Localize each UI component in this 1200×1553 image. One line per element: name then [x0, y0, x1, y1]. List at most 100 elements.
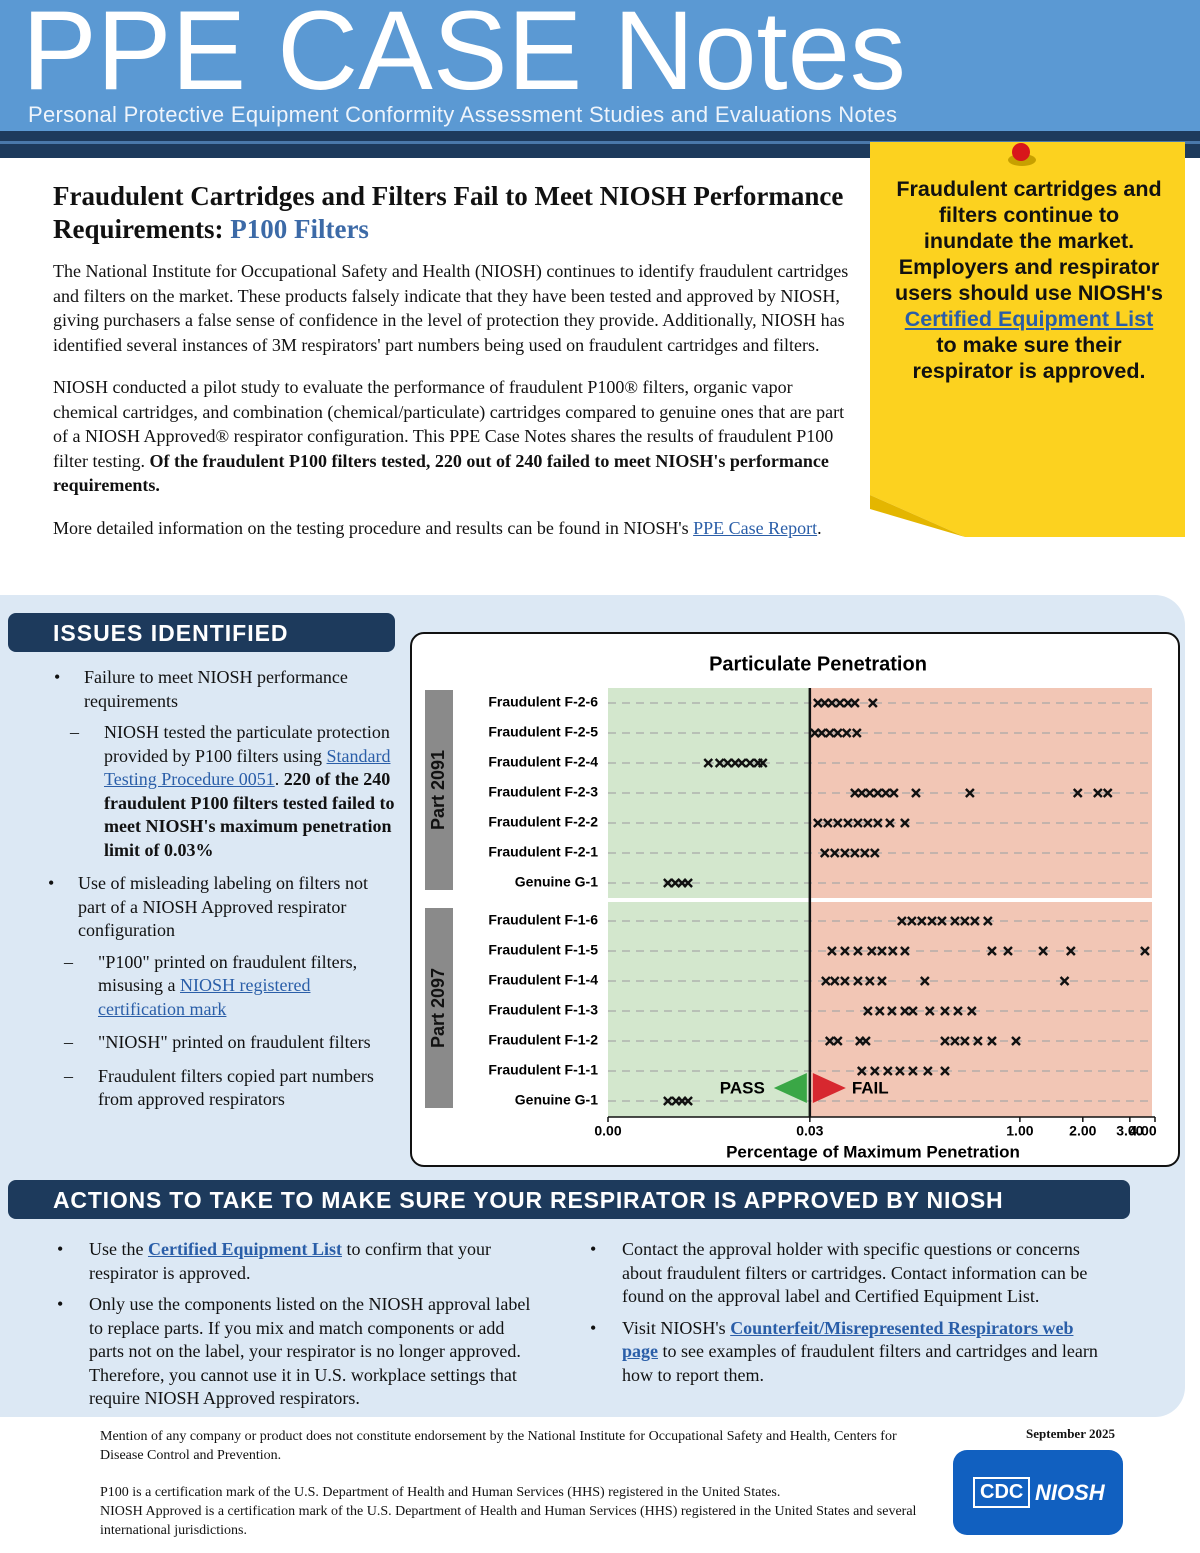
marker: [897, 916, 907, 926]
marker: [813, 818, 823, 828]
category-label: Fraudulent F-1-6: [488, 912, 598, 928]
logo: CDC NIOSH: [953, 1450, 1123, 1535]
text-run: P100 Filters: [230, 214, 369, 244]
text-run: Fraudulent cartridges and filters contin…: [895, 177, 1163, 305]
marker: [973, 1036, 983, 1046]
marker: [940, 1006, 950, 1016]
group-bar: [425, 690, 453, 890]
x-tick-label: 1.00: [1006, 1123, 1033, 1139]
text-run: The National Institute for Occupational …: [53, 261, 849, 355]
marker: [923, 1066, 933, 1076]
marker: [850, 698, 860, 708]
marker: [827, 946, 837, 956]
text-run: to make sure their respirator is approve…: [912, 333, 1146, 383]
marker: [864, 788, 875, 798]
issue-text: Use of misleading labeling on filters no…: [78, 873, 368, 940]
x-axis-label: Percentage of Maximum Penetration: [726, 1142, 1020, 1161]
issue-item: Failure to meet NIOSH performance requir…: [50, 666, 395, 862]
marker: [1038, 946, 1049, 956]
marker: [950, 916, 960, 926]
marker: [1065, 946, 1076, 956]
marker: [819, 848, 830, 858]
link[interactable]: Standard Testing Procedure 0051: [104, 745, 391, 790]
marker: [965, 788, 975, 798]
article-body: The National Institute for Occupational …: [53, 259, 853, 558]
category-label: Fraudulent F-2-4: [488, 754, 598, 770]
marker: [895, 1066, 905, 1076]
marker: [745, 758, 755, 768]
category-label: Fraudulent F-2-3: [488, 784, 598, 800]
x-tick-label: 2.00: [1069, 1123, 1096, 1139]
marker: [864, 976, 875, 986]
paragraph: The National Institute for Occupational …: [53, 259, 853, 357]
marker: [960, 916, 970, 926]
text-run: NIOSH conducted a pilot study to evaluat…: [53, 377, 845, 471]
marker: [737, 758, 747, 768]
link[interactable]: PPE Case Report: [693, 517, 818, 538]
link[interactable]: Certified Equipment List: [904, 307, 1154, 331]
text-run: Contact the approval holder with specifi…: [622, 1239, 1088, 1306]
marker: [832, 728, 843, 738]
marker: [714, 758, 725, 768]
marker: [887, 946, 898, 956]
paragraph: More detailed information on the testing…: [53, 516, 853, 541]
marker: [872, 788, 883, 798]
marker: [950, 1036, 960, 1046]
marker: [757, 758, 768, 768]
marker: [877, 976, 887, 986]
marker: [851, 728, 862, 738]
marker: [816, 728, 827, 738]
marker: [663, 878, 673, 888]
callout-fold: [870, 495, 965, 537]
text-run: Use the: [89, 1239, 148, 1259]
marker: [966, 1006, 977, 1016]
marker: [683, 1096, 693, 1106]
marker: [821, 976, 831, 986]
marker: [819, 698, 830, 708]
action-item: Use the Certified Equipment List to conf…: [55, 1238, 540, 1285]
link[interactable]: Certified Equipment List: [147, 1239, 342, 1259]
x-tick-label: 0.00: [594, 1123, 621, 1139]
text-run: to confirm that your respirator is appro…: [89, 1239, 491, 1283]
marker: [827, 698, 837, 708]
marker: [874, 1006, 885, 1016]
x-tick-label: 3.00: [1116, 1123, 1143, 1139]
issues-heading: ISSUES IDENTIFIED: [8, 613, 395, 652]
marker: [881, 788, 891, 798]
marker: [866, 946, 877, 956]
trademark: P100 is a certification mark of the U.S.…: [100, 1485, 781, 1500]
actions-column: Use the Certified Equipment List to conf…: [55, 1238, 540, 1419]
category-label: Fraudulent F-1-1: [488, 1062, 598, 1078]
text-run: NIOSH tested the particulate protection …: [104, 722, 390, 766]
marker: [1102, 788, 1113, 798]
issues-list: Failure to meet NIOSH performance requir…: [48, 666, 395, 1122]
marker: [970, 916, 980, 926]
marker: [940, 1066, 950, 1076]
fail-arrow: [812, 1073, 846, 1103]
marker: [822, 818, 833, 828]
header-band: [0, 0, 1200, 131]
actions-heading: ACTIONS TO TAKE TO MAKE SURE YOUR RESPIR…: [8, 1180, 1130, 1219]
marker: [937, 916, 947, 926]
marker: [927, 916, 937, 926]
chart-title: Particulate Penetration: [709, 653, 927, 675]
text-run: More detailed information on the testing…: [53, 517, 694, 538]
marker: [722, 758, 733, 768]
x-tick-label: 0.03: [796, 1123, 823, 1139]
callout: [870, 142, 1185, 537]
action-item: Contact the approval holder with specifi…: [588, 1238, 1103, 1309]
pass-arrow: [773, 1073, 807, 1103]
action-item: Visit NIOSH's Counterfeit/Misrepresented…: [588, 1317, 1103, 1388]
text-run: Only use the components listed on the NI…: [89, 1294, 531, 1408]
logo-cdc: CDC: [973, 1477, 1031, 1508]
marker: [987, 946, 997, 956]
marker: [856, 788, 867, 798]
link[interactable]: Counterfeit/Misrepresented Respirators w…: [622, 1317, 1074, 1362]
text-run: .: [817, 517, 822, 538]
category-label: Genuine G-1: [515, 1092, 598, 1108]
disclaimer: Mention of any company or product does n…: [100, 1429, 897, 1463]
chart: Particulate Penetration Part 2091 Fraudule…: [425, 653, 1157, 1161]
category-label: Fraudulent F-2-6: [488, 694, 598, 710]
link[interactable]: NIOSH registered certification mark: [98, 975, 311, 1019]
